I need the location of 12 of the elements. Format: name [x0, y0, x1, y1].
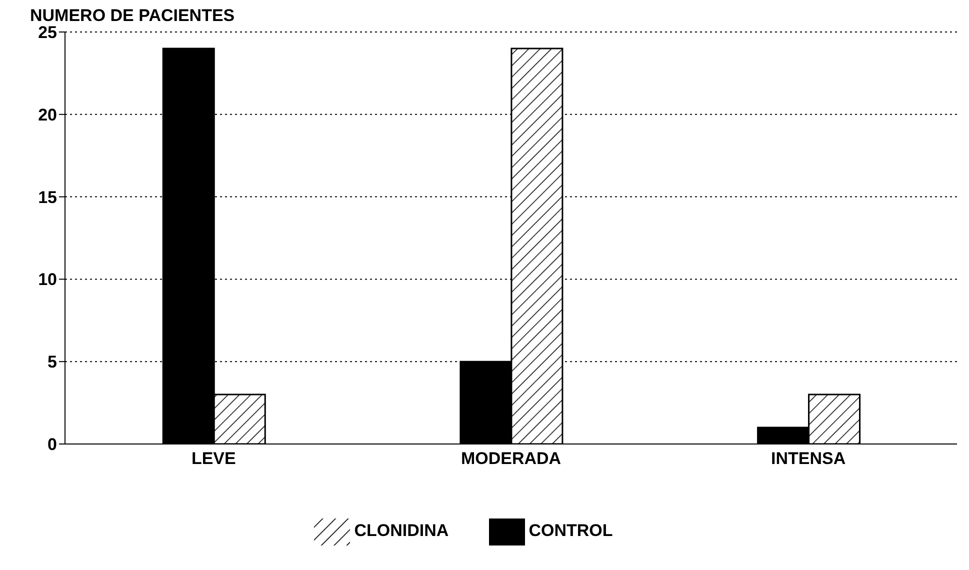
y-tick-label: 20: [38, 105, 57, 124]
y-tick-label: 10: [38, 270, 57, 290]
legend-label: CONTROL: [528, 521, 613, 540]
x-tick-label: MODERADA: [460, 449, 562, 468]
x-tick-label: INTENSA: [771, 449, 846, 468]
x-tick-label: LEVE: [191, 449, 236, 468]
y-tick-label: 15: [38, 188, 57, 207]
y-tick-label: 0: [48, 435, 57, 454]
y-axis-title: NUMERO DE PACIENTES: [30, 6, 235, 26]
y-tick-label: 25: [38, 23, 57, 42]
y-tick-label: 5: [48, 352, 57, 372]
legend-label: CLONIDINA: [354, 521, 449, 540]
